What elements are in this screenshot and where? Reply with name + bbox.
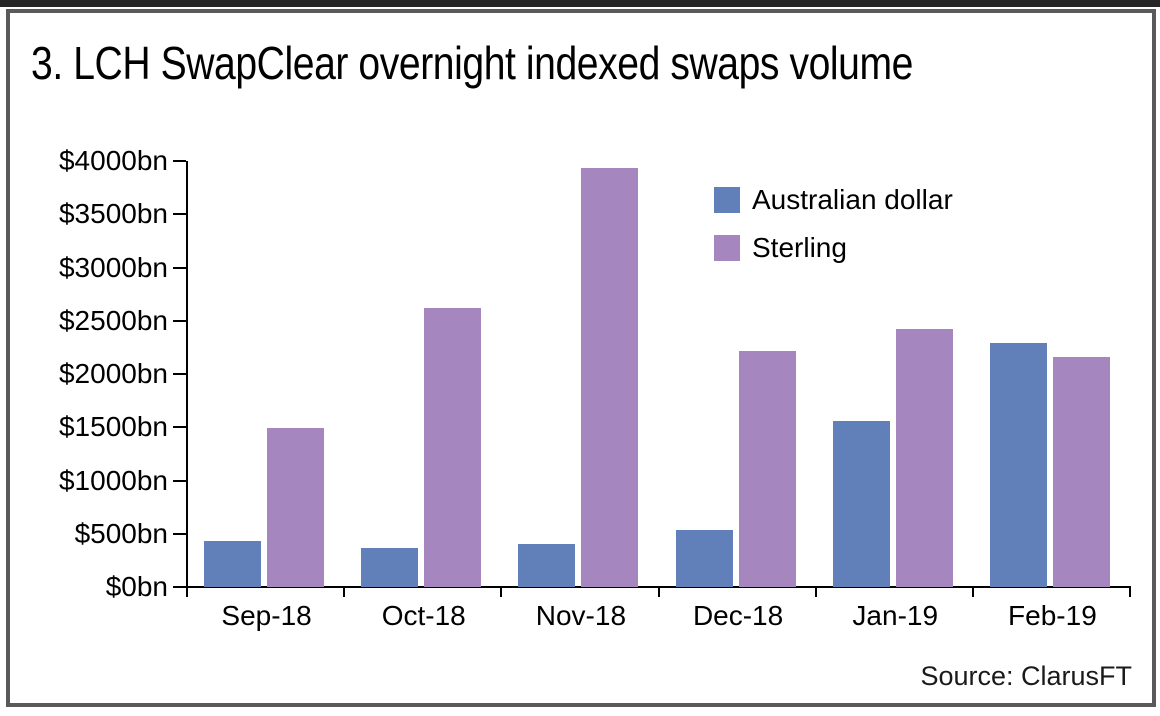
- x-tick-mark: [500, 588, 503, 597]
- bar-sterling-nov-18: [581, 168, 638, 587]
- bar-sterling-oct-18: [424, 308, 481, 587]
- x-tick-mark: [657, 588, 660, 597]
- y-axis-label: $3500bn: [58, 198, 168, 230]
- y-axis-label: $2500bn: [58, 304, 168, 336]
- legend-label-australian-dollar: Australian dollar: [752, 184, 953, 215]
- y-tick-mark: [173, 586, 186, 588]
- top-strip: [0, 0, 1160, 7]
- y-tick-mark: [173, 160, 186, 162]
- bar-sterling-dec-18: [739, 351, 796, 587]
- y-axis-label: $1000bn: [58, 464, 168, 496]
- y-axis-label: $500bn: [74, 517, 168, 549]
- y-tick-mark: [173, 532, 186, 535]
- bar-australian-dollar-nov-18: [518, 544, 575, 587]
- legend-swatch-australian-dollar: [714, 187, 740, 213]
- chart-frame: [6, 9, 1156, 707]
- x-axis-label: Oct-18: [381, 600, 466, 631]
- y-axis-label: $1500bn: [58, 411, 168, 443]
- legend-item-australian-dollar: Australian dollar: [714, 184, 953, 216]
- y-axis-line: [186, 161, 188, 588]
- y-tick-mark: [173, 319, 186, 322]
- x-axis-label: Sep-18: [221, 600, 312, 631]
- legend-item-sterling: Sterling: [714, 232, 953, 264]
- bar-sterling-jan-19: [896, 329, 953, 587]
- y-axis-label: $4000bn: [58, 145, 168, 176]
- x-tick-mark: [186, 588, 188, 597]
- y-tick-mark: [173, 426, 186, 429]
- x-axis-label: Nov-18: [535, 600, 627, 631]
- bar-australian-dollar-feb-19: [990, 343, 1047, 587]
- bar-sterling-sep-18: [267, 428, 324, 587]
- source-label: Source: ClarusFT: [920, 661, 1132, 691]
- y-axis-label: $0bn: [105, 571, 168, 602]
- bar-australian-dollar-jan-19: [833, 421, 890, 587]
- y-tick-mark: [173, 266, 186, 269]
- legend-label-sterling: Sterling: [752, 232, 847, 263]
- y-tick-mark: [173, 373, 186, 375]
- x-tick-mark: [814, 588, 817, 597]
- x-axis-label: Feb-19: [1008, 600, 1097, 631]
- x-tick-mark: [1129, 588, 1131, 597]
- y-axis-label: $2000bn: [58, 358, 168, 389]
- y-tick-mark: [173, 213, 186, 216]
- x-tick-mark: [971, 588, 974, 597]
- bar-australian-dollar-sep-18: [204, 541, 261, 587]
- bar-australian-dollar-dec-18: [676, 530, 733, 587]
- bar-sterling-feb-19: [1053, 357, 1110, 587]
- x-axis-label: Dec-18: [692, 600, 784, 631]
- x-axis-label: Jan-19: [852, 600, 939, 631]
- x-axis-line: [186, 586, 1131, 588]
- bar-australian-dollar-oct-18: [361, 548, 418, 587]
- x-tick-mark: [343, 588, 346, 597]
- y-axis-label: $3000bn: [58, 251, 168, 283]
- chart-legend: Australian dollar Sterling: [714, 184, 953, 280]
- chart-title: 3. LCH SwapClear overnight indexed swaps…: [31, 37, 913, 89]
- y-tick-mark: [173, 479, 186, 482]
- legend-swatch-sterling: [714, 235, 740, 261]
